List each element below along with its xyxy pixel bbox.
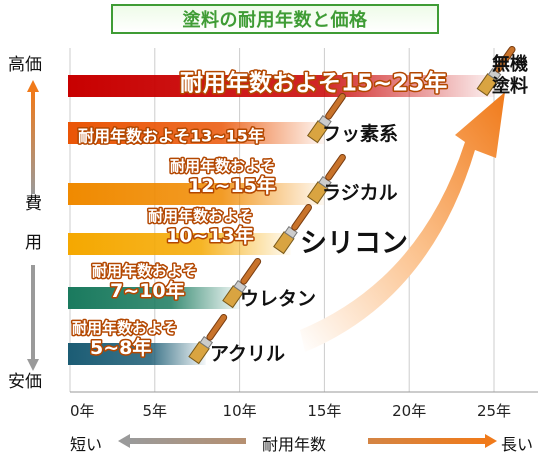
y-bottom-label: 安価 xyxy=(8,372,42,392)
category-label: シリコン xyxy=(300,228,408,259)
brush-handle xyxy=(240,257,262,285)
paint-brush-icon xyxy=(476,45,516,97)
x-left-label: 短い xyxy=(70,435,103,454)
y-axis-arrow xyxy=(27,80,39,371)
bar-1 xyxy=(68,122,325,144)
bottom-arrow-left-head xyxy=(118,434,130,448)
bottom-axis: 短い 耐用年数 長い xyxy=(0,425,550,461)
y-axis-shaft-top xyxy=(31,92,35,194)
brush-handle xyxy=(206,313,228,341)
bar-2 xyxy=(68,183,325,205)
y-axis-shaft-bottom xyxy=(31,265,35,359)
bottom-axis-svg xyxy=(118,428,497,454)
bar-range-label: 耐用年数およそ13~15年 xyxy=(78,126,264,145)
x-tick-label: 5年 xyxy=(143,402,168,420)
paint-brush-icon xyxy=(188,313,228,365)
x-tick-label: 0年 xyxy=(70,402,95,420)
trend-arrow xyxy=(300,92,505,352)
bar-0 xyxy=(68,75,494,97)
paint-brush-icon xyxy=(306,153,346,205)
category-label: ラジカル xyxy=(322,182,398,204)
category-label: ウレタン xyxy=(240,288,316,310)
bar-3 xyxy=(68,233,291,255)
y-middle-label-1: 費 xyxy=(25,194,42,214)
brush-handle xyxy=(325,153,346,181)
category-label: フッ素系 xyxy=(322,122,398,145)
bar-range-label-line1: 耐用年数およそ xyxy=(148,207,253,225)
category-label-line2: 塗料 xyxy=(492,75,528,97)
bar-range-label-line2: 10~13年 xyxy=(166,224,254,247)
trend-curve xyxy=(300,92,505,352)
x-tick-label: 25年 xyxy=(477,402,511,420)
paint-brush-icon xyxy=(306,92,346,144)
bar-range-label-line2: 7~10年 xyxy=(110,279,185,302)
bottom-title-bg xyxy=(246,428,368,454)
brush-handle xyxy=(494,45,516,73)
bar-range-label: 耐用年数およそ15~25年 xyxy=(180,70,447,97)
bar-range-label-line1: 耐用年数およそ xyxy=(72,319,177,337)
bar-range-label-line2: 12~15年 xyxy=(188,174,276,197)
x-tick-label: 10年 xyxy=(223,402,257,420)
title-box: 塗料の耐用年数と価格 xyxy=(111,4,439,34)
category-label: アクリル xyxy=(210,343,285,365)
bottom-arrow-right-head xyxy=(485,434,497,448)
x-ticks-layer: 0年 5年 10年 15年 20年 25年 xyxy=(70,402,511,420)
bar-range-label-line1: 耐用年数およそ xyxy=(170,157,275,175)
brush-handle xyxy=(325,92,346,120)
y-axis-arrowhead-up xyxy=(27,80,39,92)
y-middle-label-2: 用 xyxy=(25,233,42,253)
category-label-line1: 無機 xyxy=(492,53,528,75)
x-tick-label: 20年 xyxy=(392,402,426,420)
bar-range-label-line1: 耐用年数およそ xyxy=(92,262,197,280)
paint-brush-icon xyxy=(273,203,313,255)
bar-5 xyxy=(68,343,206,365)
x-axis-title: 耐用年数 xyxy=(262,435,327,454)
bar-range-label-line2: 5~8年 xyxy=(90,336,151,359)
y-top-label: 高価 xyxy=(8,55,42,75)
brush-handle xyxy=(291,203,313,231)
y-axis-arrowhead-down xyxy=(27,359,39,371)
x-right-label: 長い xyxy=(501,435,534,454)
paint-brush-icon xyxy=(222,257,262,309)
x-tick-label: 15年 xyxy=(307,402,341,420)
chart-title: 塗料の耐用年数と価格 xyxy=(182,10,368,31)
bar-4 xyxy=(68,287,240,309)
